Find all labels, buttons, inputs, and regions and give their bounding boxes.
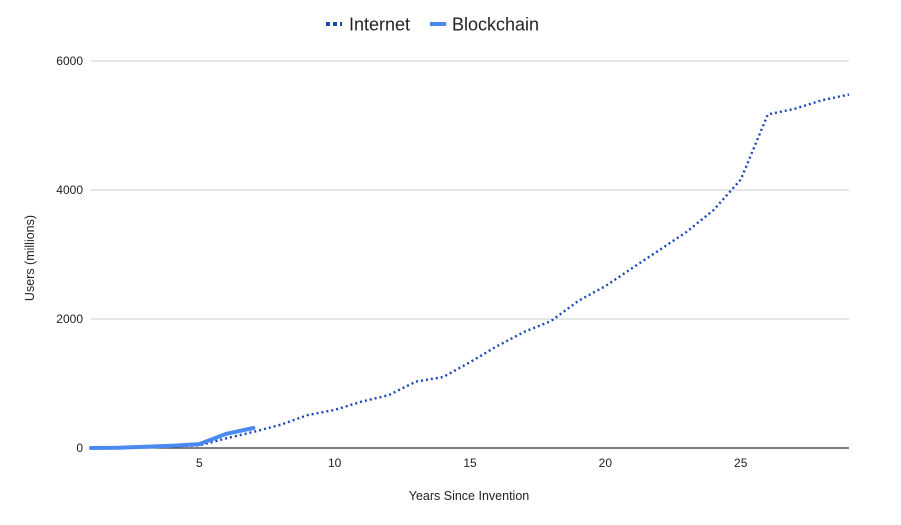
x-tick-label: 15 (463, 456, 477, 470)
y-tick-label: 0 (76, 441, 83, 455)
y-tick-label: 2000 (56, 312, 83, 326)
y-tick-label: 4000 (56, 183, 83, 197)
axes: 0 2000 4000 6000 5 10 15 20 25 (56, 54, 747, 470)
legend-label-internet: Internet (349, 15, 410, 35)
y-tick-label: 6000 (56, 54, 83, 68)
x-tick-label: 5 (196, 456, 203, 470)
x-axis-title: Years Since Invention (409, 489, 530, 503)
series-line-blockchain (89, 426, 256, 450)
series-line-internet (90, 93, 850, 450)
y-axis-title: Users (millions) (23, 215, 37, 301)
series-lines (89, 93, 850, 450)
x-tick-label: 20 (599, 456, 613, 470)
gridlines (91, 60, 849, 449)
legend-label-blockchain: Blockchain (452, 15, 539, 35)
x-tick-label: 25 (734, 456, 748, 470)
legend: Internet Blockchain (326, 15, 539, 35)
x-tick-label: 10 (328, 456, 342, 470)
